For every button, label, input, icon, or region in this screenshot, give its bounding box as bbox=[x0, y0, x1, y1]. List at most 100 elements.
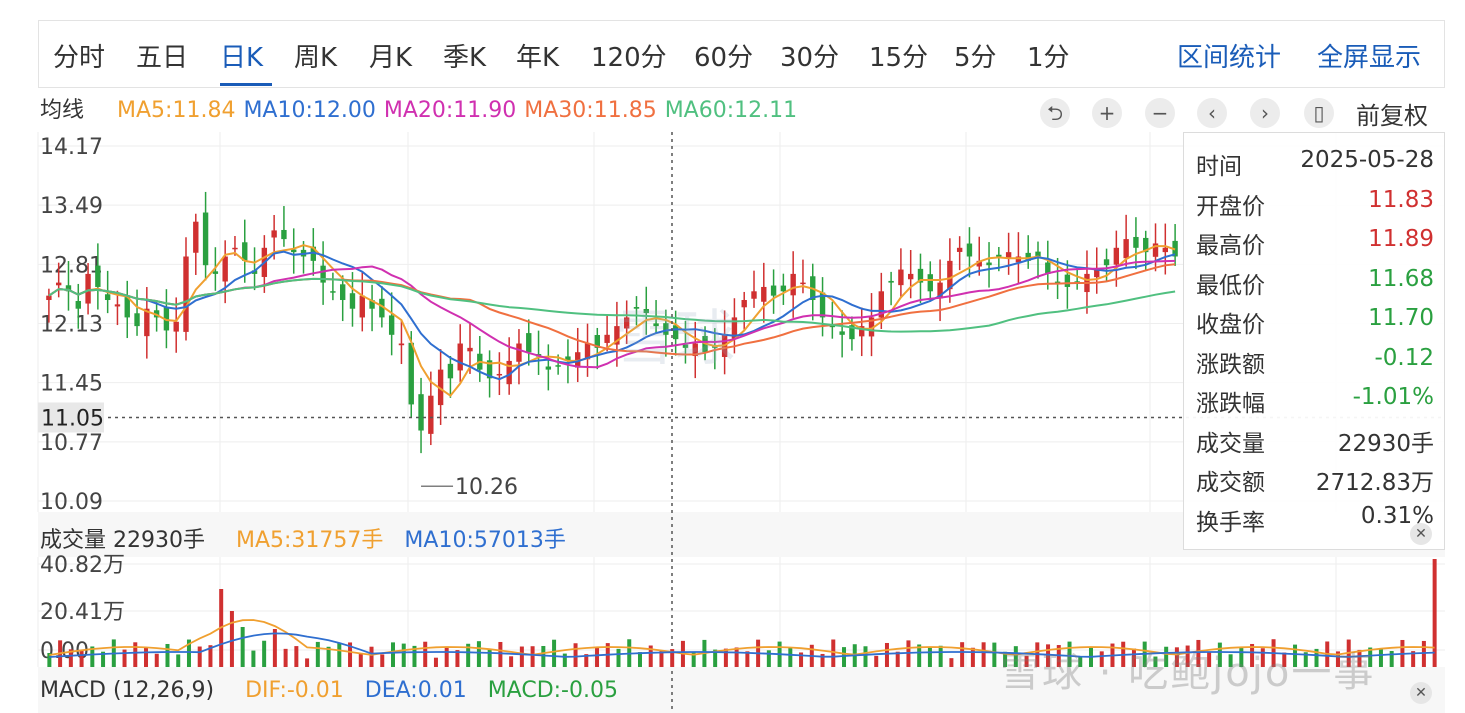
volume-bar bbox=[305, 658, 310, 667]
volume-ma10: MA10:57013手 bbox=[404, 528, 566, 553]
volume-bar bbox=[1003, 651, 1008, 667]
next-icon[interactable]: › bbox=[1250, 98, 1280, 128]
tab-5[interactable]: 季K bbox=[443, 43, 487, 73]
candle-body bbox=[996, 254, 1002, 257]
candle-body bbox=[281, 229, 287, 240]
volume-bar bbox=[122, 649, 127, 667]
ma-legend-item: MA60:12.11 bbox=[664, 98, 798, 123]
candle-body bbox=[320, 265, 326, 283]
volume-bar bbox=[1378, 648, 1383, 667]
volume-bar bbox=[1411, 651, 1416, 667]
macd-close-icon[interactable]: ✕ bbox=[1410, 682, 1432, 704]
volume-bar bbox=[79, 649, 84, 667]
tab-6[interactable]: 年K bbox=[516, 43, 560, 73]
candle-body bbox=[849, 325, 855, 340]
info-row: 成交额 2712.83万 bbox=[1196, 463, 1434, 503]
info-value: -0.12 bbox=[1374, 344, 1434, 371]
watermark: 雪球 · 吃鲍jojo一事 bbox=[1000, 650, 1376, 696]
tab-2[interactable]: 日K bbox=[220, 43, 264, 73]
range-stats-button[interactable]: 区间统计 bbox=[1177, 43, 1282, 73]
tab-10[interactable]: 15分 bbox=[869, 43, 929, 73]
tab-7[interactable]: 120分 bbox=[591, 43, 667, 73]
tab-12[interactable]: 1分 bbox=[1027, 43, 1070, 73]
candle-body bbox=[506, 360, 512, 385]
volume-bar bbox=[917, 644, 922, 667]
candle-body bbox=[545, 366, 552, 370]
volume-ma5-line bbox=[49, 619, 1435, 656]
volume-bar bbox=[487, 649, 492, 667]
fullscreen-button[interactable]: 全屏显示 bbox=[1317, 43, 1422, 73]
candle-body bbox=[937, 282, 943, 299]
volume-bar bbox=[820, 653, 825, 667]
volume-bar bbox=[1293, 644, 1298, 667]
candle-body bbox=[780, 285, 787, 292]
candle-body bbox=[1035, 251, 1041, 257]
volume-bar bbox=[337, 642, 342, 667]
price-tick-label: 13.49 bbox=[40, 194, 103, 219]
volume-bar bbox=[176, 654, 181, 667]
volume-bar bbox=[240, 627, 245, 667]
macd-label: MACD (12,26,9) bbox=[40, 678, 215, 703]
ma-line-5 bbox=[48, 244, 1176, 398]
volume-bar bbox=[1335, 651, 1340, 667]
price-adjust-toggle[interactable]: 前复权 bbox=[1356, 102, 1428, 130]
price-tick-label: 11.45 bbox=[40, 372, 103, 397]
candle-body bbox=[966, 243, 973, 257]
volume-bar bbox=[734, 647, 739, 667]
undo-icon[interactable]: ⮌ bbox=[1040, 98, 1070, 128]
info-close-icon[interactable]: ✕ bbox=[1410, 523, 1432, 545]
info-row: 最低价 11.68 bbox=[1196, 266, 1434, 306]
info-key: 成交额 bbox=[1196, 470, 1265, 496]
candle-body bbox=[907, 273, 914, 280]
prev-icon[interactable]: ‹ bbox=[1197, 98, 1227, 128]
volume-bar bbox=[938, 645, 943, 667]
macd-legend: MACD (12,26,9) DIF:-0.01 DEA:0.01 MACD:-… bbox=[40, 678, 618, 703]
candle-body bbox=[790, 273, 796, 296]
candle-body bbox=[95, 265, 101, 287]
info-value: 11.89 bbox=[1368, 226, 1434, 252]
volume-bar bbox=[648, 645, 653, 667]
tab-8[interactable]: 60分 bbox=[694, 43, 754, 73]
candle-body bbox=[310, 246, 317, 261]
volume-bar bbox=[1368, 647, 1373, 667]
candle-body bbox=[819, 292, 826, 318]
price-tick-label: 12.81 bbox=[40, 253, 103, 278]
info-value: -1.01% bbox=[1352, 384, 1434, 410]
low-annotation-label: 10.26 bbox=[455, 475, 518, 500]
ma-legend: 均线 MA5:11.84 MA10:12.00 MA20:11.90 MA30:11.… bbox=[40, 92, 805, 124]
candle-body bbox=[594, 335, 601, 348]
tab-9[interactable]: 30分 bbox=[780, 43, 840, 73]
candle-body bbox=[486, 360, 493, 379]
candle-body bbox=[212, 271, 219, 274]
candle-body bbox=[1005, 252, 1012, 258]
candle-body bbox=[1133, 236, 1139, 248]
volume-bar bbox=[960, 642, 965, 667]
volume-bar bbox=[444, 646, 449, 667]
candle-body bbox=[144, 308, 150, 337]
volume-bar bbox=[412, 645, 417, 667]
zoom-out-icon[interactable]: − bbox=[1145, 98, 1175, 128]
info-value: 11.70 bbox=[1368, 305, 1434, 331]
tab-1[interactable]: 五日 bbox=[136, 43, 189, 73]
volume-bar bbox=[262, 640, 267, 667]
price-tick-label: 14.17 bbox=[40, 135, 103, 160]
volume-bar bbox=[562, 653, 567, 667]
candle-icon[interactable]: ▯ bbox=[1304, 98, 1334, 128]
volume-bar bbox=[294, 646, 299, 667]
candle-body bbox=[291, 249, 297, 253]
volume-bar bbox=[133, 642, 138, 667]
ohlc-info-panel: 换手率 0.31% 成交额 2712.83万 成交量 22930手 涨跌幅 -1.01% 涨跌额… bbox=[1183, 132, 1445, 550]
tab-3[interactable]: 周K bbox=[294, 43, 338, 73]
volume-bar bbox=[1153, 656, 1158, 667]
info-row: 涨跌幅 -1.01% bbox=[1196, 384, 1434, 424]
candle-body bbox=[1103, 259, 1110, 266]
candle-body bbox=[418, 394, 424, 431]
candle-body bbox=[457, 343, 463, 371]
candle-body bbox=[124, 295, 130, 318]
tab-4[interactable]: 月K bbox=[369, 43, 413, 73]
tab-0[interactable]: 分时 bbox=[53, 43, 106, 73]
volume-bar bbox=[981, 642, 986, 667]
volume-bar bbox=[595, 647, 600, 667]
tab-11[interactable]: 5分 bbox=[954, 43, 997, 73]
zoom-in-icon[interactable]: + bbox=[1092, 98, 1122, 128]
